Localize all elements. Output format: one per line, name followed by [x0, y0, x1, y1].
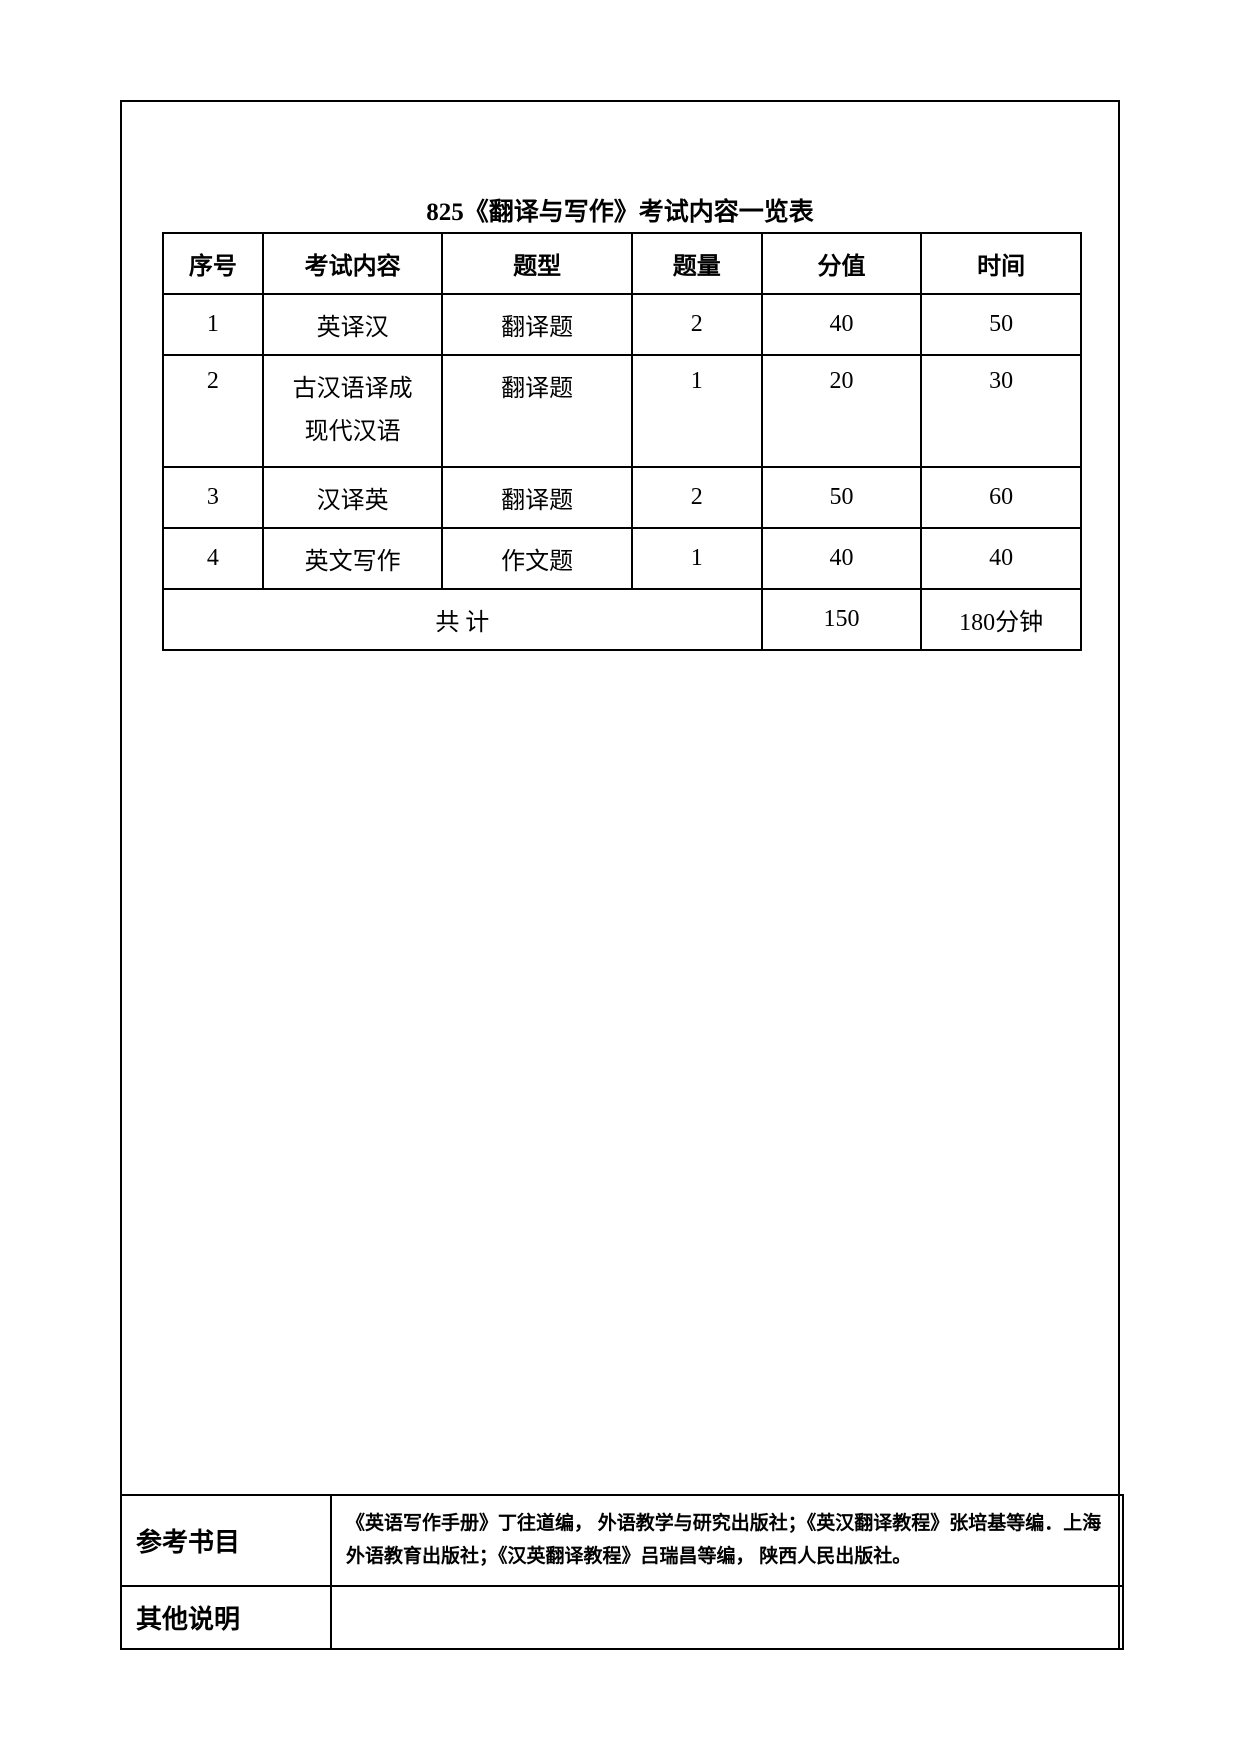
cell-type: 翻译题: [442, 355, 632, 467]
cell-type: 翻译题: [442, 467, 632, 528]
reference-label: 参考书目: [121, 1495, 331, 1586]
cell-time: 30: [921, 355, 1081, 467]
total-score: 150: [762, 589, 922, 650]
table-row: 1 英译汉 翻译题 2 40 50: [163, 294, 1081, 355]
cell-score: 50: [762, 467, 922, 528]
cell-content: 汉译英: [263, 467, 443, 528]
cell-type: 作文题: [442, 528, 632, 589]
cell-seq: 3: [163, 467, 263, 528]
header-seq: 序号: [163, 233, 263, 294]
exam-content-table: 序号 考试内容 题型 题量 分值 时间 1 英译汉 翻译题 2 40 50 2 …: [162, 232, 1082, 651]
cell-qty: 2: [632, 294, 762, 355]
cell-score: 20: [762, 355, 922, 467]
table-row: 2 古汉语译成 现代汉语 翻译题 1 20 30: [163, 355, 1081, 467]
cell-content: 英文写作: [263, 528, 443, 589]
cell-content: 英译汉: [263, 294, 443, 355]
cell-content: 古汉语译成 现代汉语: [263, 355, 443, 467]
cell-qty: 1: [632, 528, 762, 589]
cell-qty: 2: [632, 467, 762, 528]
other-row: 其他说明: [121, 1586, 1123, 1649]
total-label: 共 计: [163, 589, 762, 650]
table-header-row: 序号 考试内容 题型 题量 分值 时间: [163, 233, 1081, 294]
cell-type: 翻译题: [442, 294, 632, 355]
cell-seq: 2: [163, 355, 263, 467]
header-type: 题型: [442, 233, 632, 294]
reference-content: 《英语写作手册》丁往道编， 外语教学与研究出版社；《英汉翻译教程》张培基等编．上…: [331, 1495, 1123, 1586]
cell-score: 40: [762, 294, 922, 355]
header-qty: 题量: [632, 233, 762, 294]
table-row: 3 汉译英 翻译题 2 50 60: [163, 467, 1081, 528]
other-content: [331, 1586, 1123, 1649]
cell-time: 60: [921, 467, 1081, 528]
header-score: 分值: [762, 233, 922, 294]
cell-seq: 1: [163, 294, 263, 355]
other-label: 其他说明: [121, 1586, 331, 1649]
total-time: 180分钟: [921, 589, 1081, 650]
header-time: 时间: [921, 233, 1081, 294]
cell-score: 40: [762, 528, 922, 589]
page-frame: 825《翻译与写作》考试内容一览表 序号 考试内容 题型 题量 分值 时间 1 …: [120, 100, 1120, 1650]
table-title: 825《翻译与写作》考试内容一览表: [122, 192, 1118, 228]
cell-time: 50: [921, 294, 1081, 355]
header-content: 考试内容: [263, 233, 443, 294]
cell-qty: 1: [632, 355, 762, 467]
table-row: 4 英文写作 作文题 1 40 40: [163, 528, 1081, 589]
table-total-row: 共 计 150 180分钟: [163, 589, 1081, 650]
reference-row: 参考书目 《英语写作手册》丁往道编， 外语教学与研究出版社；《英汉翻译教程》张培…: [121, 1495, 1123, 1586]
cell-time: 40: [921, 528, 1081, 589]
bottom-info-table: 参考书目 《英语写作手册》丁往道编， 外语教学与研究出版社；《英汉翻译教程》张培…: [120, 1494, 1124, 1650]
cell-seq: 4: [163, 528, 263, 589]
